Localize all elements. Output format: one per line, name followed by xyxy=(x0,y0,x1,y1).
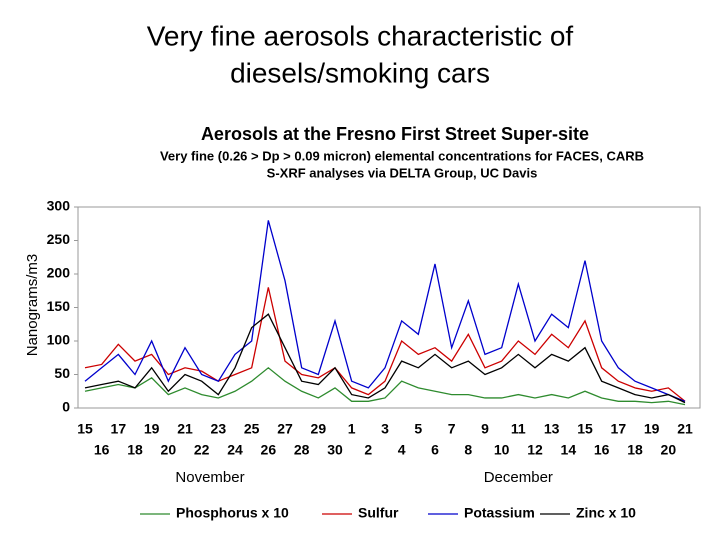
y-tick-label: 250 xyxy=(47,231,71,247)
x-tick-label: 27 xyxy=(277,421,293,437)
plot-frame xyxy=(77,206,701,409)
x-tick-label: 21 xyxy=(677,421,693,437)
x-tick-label: 26 xyxy=(261,442,277,458)
x-tick-label: 19 xyxy=(644,421,660,437)
legend-label: Sulfur xyxy=(358,505,399,521)
x-tick-label: 16 xyxy=(94,442,110,458)
series-line xyxy=(84,287,686,402)
x-tick-label: 19 xyxy=(144,421,160,437)
chart-subtitle: S-XRF analyses via DELTA Group, UC Davis xyxy=(267,165,538,180)
y-axis-label: Nanograms/m3 xyxy=(24,254,41,357)
x-tick-label: 9 xyxy=(481,421,489,437)
x-tick-label: 10 xyxy=(494,442,510,458)
chart-subtitle: Very fine (0.26 > Dp > 0.09 micron) elem… xyxy=(160,148,644,163)
slide-title: diesels/smoking cars xyxy=(230,57,490,88)
x-tick-label: 16 xyxy=(594,442,610,458)
x-tick-label: 13 xyxy=(544,421,560,437)
x-tick-label: 8 xyxy=(464,442,472,458)
x-tick-label: 11 xyxy=(511,421,526,437)
x-tick-label: 15 xyxy=(577,421,593,437)
x-tick-label: 21 xyxy=(177,421,193,437)
x-tick-label: 28 xyxy=(294,442,310,458)
y-tick-label: 0 xyxy=(62,399,70,415)
series-line xyxy=(84,220,686,402)
x-tick-label: 23 xyxy=(211,421,227,437)
x-tick-label: 17 xyxy=(611,421,627,437)
legend-label: Potassium xyxy=(464,505,535,521)
y-tick-label: 300 xyxy=(47,198,71,214)
x-tick-label: 6 xyxy=(431,442,439,458)
x-tick-label: 20 xyxy=(661,442,677,458)
x-tick-label: 20 xyxy=(161,442,177,458)
series-line xyxy=(84,366,686,406)
y-tick-label: 150 xyxy=(47,298,71,314)
legend-label: Phosphorus x 10 xyxy=(176,505,289,521)
month-label: December xyxy=(484,469,553,486)
x-tick-label: 1 xyxy=(348,421,356,437)
slide-title: Very fine aerosols characteristic of xyxy=(147,20,574,51)
x-tick-label: 4 xyxy=(398,442,406,458)
series-line xyxy=(84,313,686,404)
x-tick-label: 17 xyxy=(111,421,127,437)
x-tick-label: 29 xyxy=(311,421,327,437)
x-tick-label: 14 xyxy=(561,442,577,458)
x-tick-label: 2 xyxy=(364,442,372,458)
x-tick-label: 5 xyxy=(414,421,422,437)
legend-label: Zinc x 10 xyxy=(576,505,636,521)
month-label: November xyxy=(175,469,244,486)
x-tick-label: 25 xyxy=(244,421,260,437)
y-tick-label: 200 xyxy=(47,265,71,281)
x-tick-label: 18 xyxy=(127,442,143,458)
x-tick-label: 18 xyxy=(627,442,643,458)
y-tick-label: 50 xyxy=(54,365,70,381)
x-tick-label: 15 xyxy=(77,421,93,437)
x-tick-label: 7 xyxy=(448,421,456,437)
x-tick-label: 30 xyxy=(327,442,343,458)
chart-title: Aerosols at the Fresno First Street Supe… xyxy=(201,124,589,144)
x-tick-label: 12 xyxy=(527,442,543,458)
y-tick-label: 100 xyxy=(47,332,71,348)
x-tick-label: 3 xyxy=(381,421,389,437)
x-tick-label: 24 xyxy=(227,442,243,458)
x-tick-label: 22 xyxy=(194,442,210,458)
